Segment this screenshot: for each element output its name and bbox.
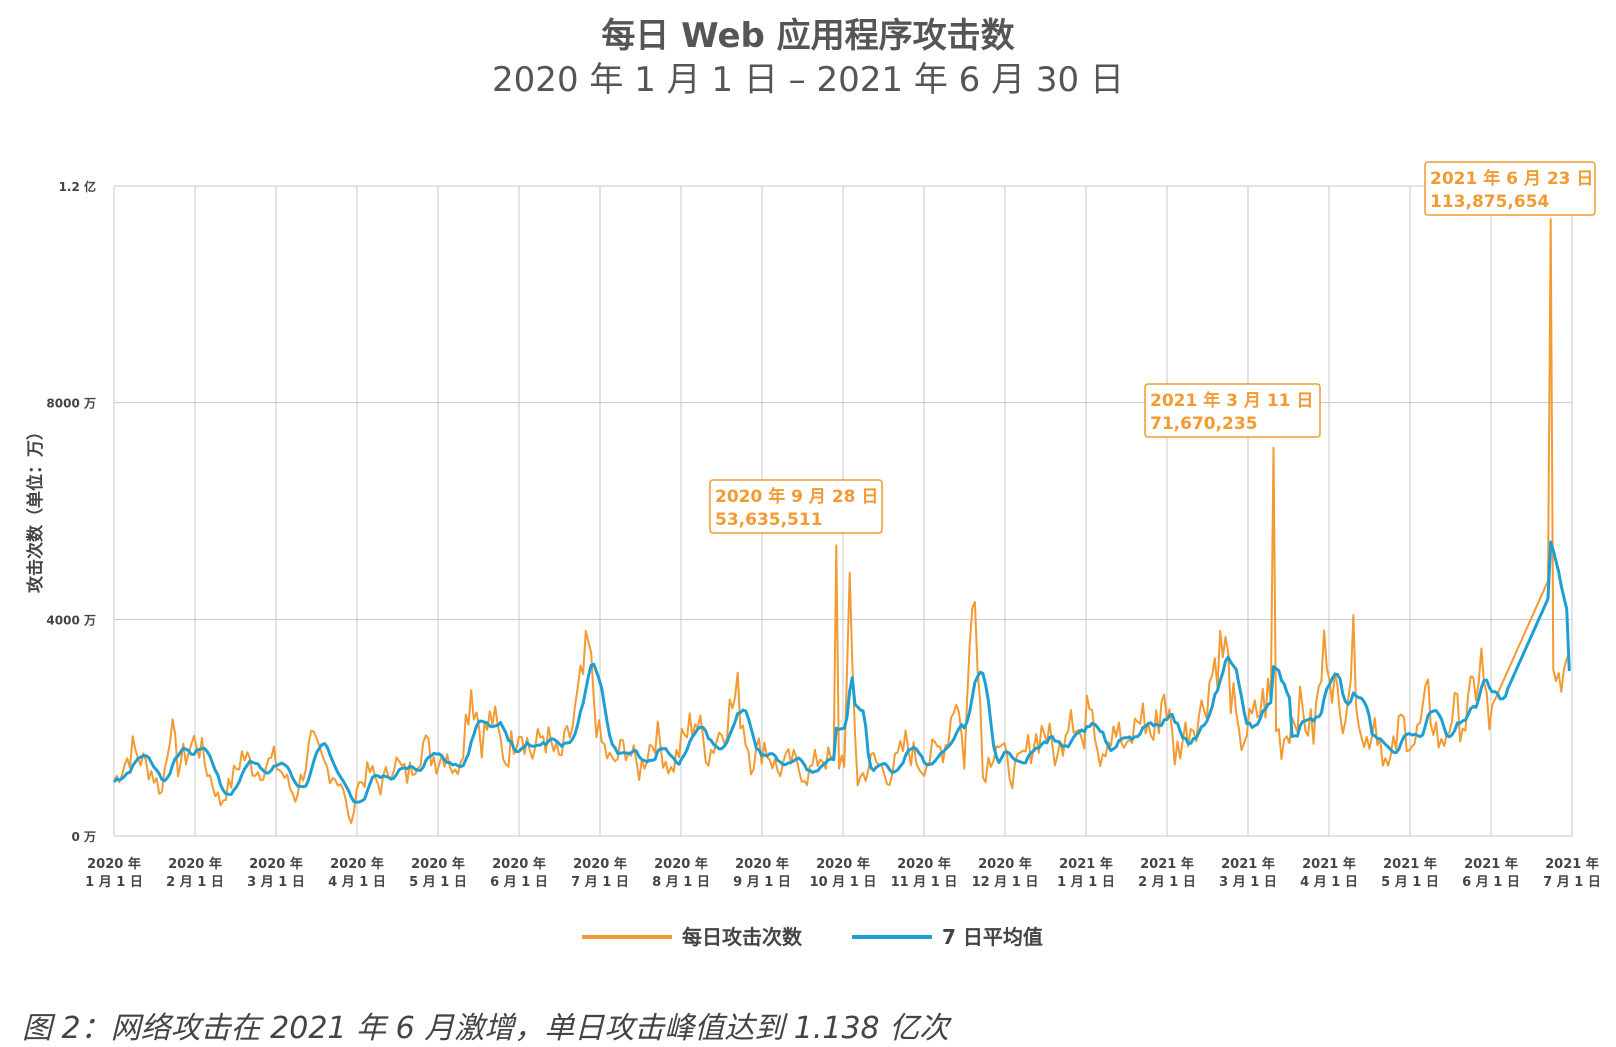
- x-tick-label: 1 月 1 日: [85, 875, 143, 890]
- annotation-box: [709, 479, 883, 534]
- x-tick-label: 8 月 1 日: [652, 875, 710, 890]
- x-tick-label: 7 月 1 日: [1543, 875, 1601, 890]
- x-tick-label: 2021 年: [1221, 856, 1275, 872]
- legend-label-avg: 7 日平均值: [942, 925, 1043, 949]
- x-tick-label: 2021 年: [1302, 856, 1356, 872]
- x-tick-label: 2020 年: [978, 856, 1032, 872]
- x-tick-label: 5 月 1 日: [1381, 875, 1439, 890]
- x-tick-label: 3 月 1 日: [247, 875, 305, 890]
- annotation-box: [1144, 383, 1321, 438]
- legend-label-daily: 每日攻击次数: [682, 925, 803, 949]
- annotation-date: 2021 年 3 月 11 日: [1150, 390, 1313, 411]
- x-tick-label: 4 月 1 日: [328, 875, 386, 890]
- annotation-value: 53,635,511: [715, 510, 823, 530]
- x-tick-label: 2021 年: [1545, 856, 1599, 872]
- series-daily-attacks: [113, 218, 1571, 825]
- x-tick-label: 2 月 1 日: [166, 875, 224, 890]
- x-tick-label: 2020 年: [654, 856, 708, 872]
- y-tick-label: 8000 万: [46, 397, 96, 411]
- x-tick-label: 5 月 1 日: [409, 875, 467, 890]
- x-tick-label: 6 月 1 日: [490, 875, 548, 890]
- x-tick-label: 2021 年: [1383, 856, 1437, 872]
- x-tick-label: 12 月 1 日: [972, 875, 1039, 890]
- x-tick-label: 2 月 1 日: [1138, 875, 1196, 890]
- chart-title: 每日 Web 应用程序攻击数: [601, 16, 1015, 56]
- annotation-box: [1424, 161, 1596, 216]
- annotation-date: 2020 年 9 月 28 日: [715, 486, 878, 507]
- x-tick-label: 1 月 1 日: [1057, 875, 1115, 890]
- annotations: 2020 年 9 月 28 日 53,635,511 2021 年 3 月 11 日…: [709, 161, 1596, 534]
- series-7day-average: [112, 540, 1571, 804]
- x-tick-label: 4 月 1 日: [1300, 875, 1358, 890]
- x-tick-label: 2021 年: [1140, 856, 1194, 872]
- x-tick-label: 7 月 1 日: [571, 875, 629, 890]
- x-axis-ticks: 2020 年 1 月 1 日 2020 年 2 月 1 日 2020 年 3 月 1 日 2…: [85, 856, 1601, 890]
- legend: 每日攻击次数 7 日平均值: [582, 925, 1043, 949]
- x-tick-label: 3 月 1 日: [1219, 875, 1277, 890]
- x-tick-label: 2021 年: [1464, 856, 1518, 872]
- x-tick-label: 11 月 1 日: [891, 875, 958, 890]
- y-axis-ticks: 0 万 4000 万 8000 万 1.2 亿: [46, 179, 96, 844]
- y-tick-label: 1.2 亿: [59, 179, 96, 194]
- y-tick-label: 0 万: [71, 830, 96, 844]
- x-tick-label: 2020 年: [492, 856, 546, 872]
- x-tick-label: 2020 年: [330, 856, 384, 872]
- y-tick-label: 4000 万: [46, 613, 96, 627]
- x-tick-label: 2020 年: [573, 856, 627, 872]
- annotation-value: 71,670,235: [1150, 414, 1258, 434]
- annotation-date: 2021 年 6 月 23 日: [1430, 168, 1593, 189]
- chart-subtitle: 2020 年 1 月 1 日 – 2021 年 6 月 30 日: [492, 60, 1124, 100]
- annotation-value: 113,875,654: [1430, 192, 1550, 212]
- x-tick-label: 10 月 1 日: [810, 875, 877, 890]
- x-tick-label: 9 月 1 日: [733, 875, 791, 890]
- x-tick-label: 2020 年: [897, 856, 951, 872]
- x-tick-label: 2020 年: [87, 856, 141, 872]
- x-tick-label: 2021 年: [1059, 856, 1113, 872]
- figure-caption: 图 2：网络攻击在 2021 年 6 月激增，单日攻击峰值达到 1.138 亿次: [22, 1011, 950, 1046]
- y-axis-label: 攻击次数（单位：万）: [25, 423, 46, 593]
- x-tick-label: 2020 年: [411, 856, 465, 872]
- x-tick-label: 2020 年: [735, 856, 789, 872]
- x-tick-label: 2020 年: [816, 856, 870, 872]
- x-tick-label: 2020 年: [168, 856, 222, 872]
- x-tick-label: 6 月 1 日: [1462, 875, 1520, 890]
- x-tick-label: 2020 年: [249, 856, 303, 872]
